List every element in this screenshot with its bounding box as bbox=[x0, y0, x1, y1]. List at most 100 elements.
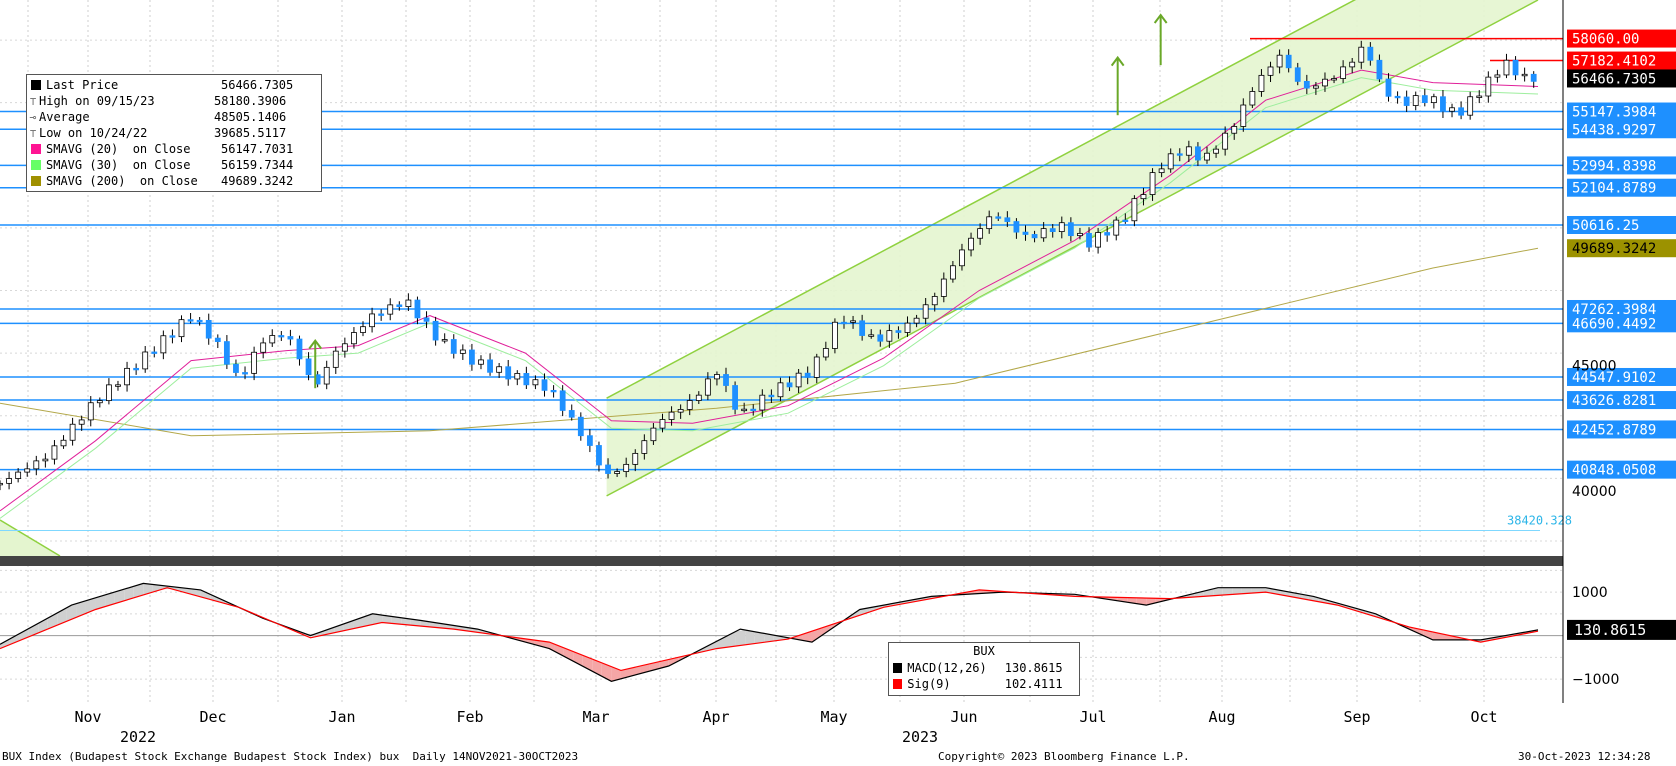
price-legend-name: SMAVG (200) on Close bbox=[46, 174, 198, 188]
candle-body bbox=[532, 379, 539, 386]
macd-hist-fill bbox=[38, 618, 48, 633]
candle-body bbox=[1458, 107, 1464, 116]
x-month-label: Jul bbox=[1079, 708, 1106, 726]
candle-body bbox=[1358, 46, 1365, 63]
candle-body bbox=[1067, 222, 1074, 237]
macd-hist-fill bbox=[124, 586, 134, 601]
macd-hist-fill bbox=[1194, 591, 1204, 597]
candle-body bbox=[922, 304, 929, 319]
candle-body bbox=[1195, 146, 1201, 161]
macd-hist-fill bbox=[811, 627, 822, 643]
candle-body bbox=[505, 366, 512, 380]
candle-body bbox=[1040, 228, 1047, 239]
candle-body bbox=[260, 342, 267, 353]
macd-legend: BUX MACD(12,26) 130.8615 Sig(9) 102.4111 bbox=[888, 642, 1080, 696]
candle-body bbox=[369, 313, 375, 328]
x-month-label: Feb bbox=[456, 708, 483, 726]
candle-body bbox=[650, 427, 657, 442]
candle-body bbox=[714, 374, 720, 380]
candle-body bbox=[795, 372, 802, 388]
macd-hist-fill bbox=[716, 636, 727, 649]
candle-body bbox=[904, 322, 911, 333]
candle-body bbox=[1222, 132, 1229, 150]
candle-body bbox=[959, 249, 965, 267]
macd-legend-name: Sig(9) bbox=[907, 677, 951, 691]
candle-body bbox=[1058, 222, 1065, 232]
level-label: 58060.00 bbox=[1572, 32, 1639, 48]
price-legend-row: SMAVG (20) on Close 56147.7031 bbox=[27, 141, 321, 157]
candle-body bbox=[514, 373, 521, 380]
level-label: 50616.25 bbox=[1572, 218, 1639, 234]
price-legend-name: Low on 10/24/22 bbox=[39, 126, 148, 140]
candle-body bbox=[1285, 54, 1292, 69]
level-label-bg bbox=[1567, 391, 1676, 410]
level-label-bg bbox=[1567, 29, 1676, 48]
annotation-label: 38420.328 bbox=[1507, 513, 1572, 527]
candle-body bbox=[323, 366, 330, 385]
macd-hist-fill bbox=[620, 668, 631, 679]
x-year-label: 2022 bbox=[120, 728, 156, 746]
price-panel: 38420.328 bbox=[0, 0, 1572, 557]
x-month-label: Mar bbox=[582, 708, 609, 726]
candle-body bbox=[151, 351, 158, 354]
candle-body bbox=[296, 338, 303, 360]
x-month-label: Oct bbox=[1470, 708, 1497, 726]
candle-body bbox=[414, 299, 421, 319]
up-arrow-head bbox=[1110, 55, 1125, 67]
candle-body bbox=[931, 296, 938, 306]
level-label-bg bbox=[1567, 460, 1676, 479]
candle-body bbox=[1131, 198, 1138, 222]
candle-body bbox=[732, 385, 738, 410]
price-legend-value: 48505.1406 bbox=[214, 110, 287, 124]
macd-hist-fill bbox=[544, 641, 555, 652]
x-month-label: Sep bbox=[1343, 708, 1370, 726]
candle-body bbox=[1104, 232, 1111, 236]
candle-body bbox=[124, 367, 130, 386]
level-label: 55147.3984 bbox=[1572, 105, 1656, 121]
price-legend-value: 56466.7305 bbox=[221, 78, 294, 92]
candle-body bbox=[133, 367, 140, 371]
candle-body bbox=[6, 478, 12, 484]
candle-body bbox=[949, 265, 956, 280]
price-legend-row: ⊤ Low on 10/24/22 39685.5117 bbox=[27, 125, 321, 141]
level-label-bg bbox=[1567, 314, 1676, 333]
candle-body bbox=[1294, 67, 1301, 82]
candle-body bbox=[115, 384, 121, 387]
price-legend-value: 56159.7344 bbox=[221, 158, 294, 172]
sma30-line bbox=[0, 77, 1539, 519]
sma20-line bbox=[0, 69, 1539, 512]
candle-body bbox=[777, 382, 784, 398]
candle-body bbox=[1331, 78, 1337, 81]
candle-body bbox=[1503, 59, 1510, 76]
candle-body bbox=[895, 330, 902, 333]
candle-body bbox=[1049, 228, 1056, 232]
macd-hist-fill bbox=[735, 629, 746, 647]
candle-body bbox=[632, 452, 639, 465]
candle-body bbox=[496, 366, 503, 373]
candle-body bbox=[750, 408, 757, 412]
trend-channel-upper bbox=[606, 0, 1357, 399]
candle-body bbox=[704, 378, 711, 396]
price-legend-row: ⊤ High on 09/15/23 58180.3906 bbox=[27, 93, 321, 109]
candle-body bbox=[559, 390, 566, 411]
candle-body bbox=[586, 435, 593, 446]
footer-description: BUX Index (Budapest Stock Exchange Budap… bbox=[2, 750, 579, 763]
candle-body bbox=[986, 216, 993, 230]
up-arrow-head bbox=[1153, 13, 1168, 24]
legend-swatch bbox=[893, 679, 903, 689]
candle-body bbox=[1467, 96, 1474, 116]
level-label: 43626.8281 bbox=[1572, 393, 1656, 409]
average-marker-icon: ⊸ bbox=[29, 110, 37, 124]
macd-hist-fill bbox=[9, 633, 20, 645]
candle-body bbox=[305, 358, 312, 376]
trend-channel-lower bbox=[606, 0, 1539, 497]
candle-body bbox=[886, 330, 893, 342]
candle-body bbox=[1258, 74, 1265, 92]
price-legend-name: Average bbox=[39, 110, 90, 124]
candle-body bbox=[768, 394, 775, 398]
candle-body bbox=[940, 278, 947, 297]
candle-body bbox=[87, 402, 94, 421]
candle-body bbox=[196, 319, 203, 323]
up-arrow-head bbox=[308, 338, 323, 350]
candle-body bbox=[1403, 96, 1410, 106]
